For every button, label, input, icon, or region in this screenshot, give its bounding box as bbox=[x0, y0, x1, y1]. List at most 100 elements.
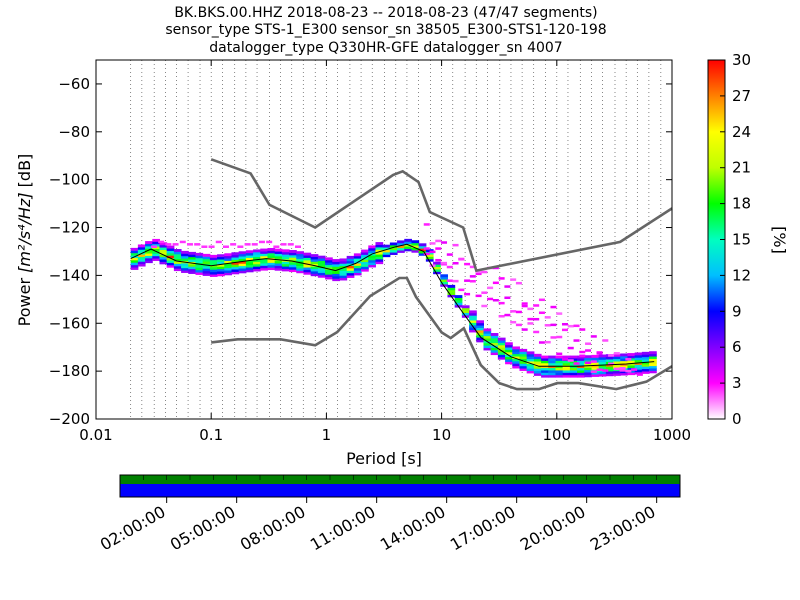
noise-model-high bbox=[210, 158, 673, 273]
pdf-cell bbox=[130, 264, 139, 268]
pdf-cell bbox=[130, 262, 139, 266]
pdf-cell bbox=[188, 266, 196, 270]
pdf-cell bbox=[397, 247, 405, 251]
y-tick-label: −160 bbox=[49, 314, 90, 332]
pdf-cell bbox=[435, 258, 442, 262]
pdf-cell bbox=[541, 369, 549, 373]
pdf-cell bbox=[505, 342, 513, 346]
pdf-cell bbox=[181, 270, 189, 273]
pdf-cell bbox=[253, 261, 261, 265]
pdf-cell bbox=[339, 258, 348, 262]
pdf-cell bbox=[195, 255, 204, 259]
pdf-cell bbox=[325, 264, 333, 268]
colorbar-label: [%] bbox=[770, 226, 789, 254]
pdf-cell bbox=[591, 357, 600, 361]
pdf-cell bbox=[497, 340, 506, 343]
pdf-cell bbox=[258, 240, 265, 244]
pdf-cell bbox=[505, 361, 513, 365]
pdf-cell bbox=[296, 270, 304, 274]
pdf-cell bbox=[548, 369, 556, 373]
pdf-cell bbox=[130, 257, 139, 261]
pdf-cell bbox=[556, 312, 563, 315]
pdf-cell bbox=[231, 261, 240, 265]
pdf-cell bbox=[634, 359, 643, 363]
pdf-cell bbox=[137, 244, 146, 248]
pdf-cell bbox=[515, 323, 522, 327]
pdf-cell bbox=[303, 259, 312, 263]
pdf-cell bbox=[476, 332, 484, 336]
pdf-cell bbox=[526, 363, 535, 367]
pdf-cell bbox=[476, 327, 484, 331]
pdf-cell bbox=[469, 329, 477, 333]
pdf-cell bbox=[573, 339, 580, 342]
pdf-cell bbox=[527, 317, 534, 321]
pdf-cell bbox=[533, 317, 540, 321]
pdf-cell bbox=[231, 257, 240, 260]
pdf-cell bbox=[274, 255, 283, 259]
pdf-cell bbox=[294, 245, 301, 248]
pdf-cell bbox=[253, 254, 261, 258]
pdf-cell bbox=[452, 262, 459, 265]
pdf-cell bbox=[317, 270, 326, 273]
pdf-cell bbox=[596, 368, 603, 372]
pdf-cell bbox=[267, 262, 276, 266]
pdf-cell bbox=[202, 270, 211, 274]
pdf-cell bbox=[519, 353, 528, 357]
pdf-cell bbox=[404, 238, 412, 242]
pdf-cell bbox=[159, 261, 168, 265]
pdf-cell bbox=[504, 313, 511, 317]
pdf-cell bbox=[418, 248, 427, 251]
pdf-cell bbox=[145, 250, 153, 254]
pdf-cell bbox=[497, 351, 506, 355]
pdf-cell bbox=[287, 243, 294, 246]
pdf-cell bbox=[145, 253, 153, 256]
pdf-cell bbox=[289, 264, 297, 268]
pdf-cell bbox=[505, 349, 513, 353]
pdf-cell bbox=[145, 255, 153, 259]
pdf-cell bbox=[339, 277, 348, 281]
pdf-cell bbox=[130, 259, 139, 263]
pdf-cell bbox=[317, 267, 326, 271]
y-tick-label: −120 bbox=[49, 219, 90, 237]
pdf-cell bbox=[353, 267, 362, 271]
pdf-cell bbox=[245, 255, 254, 258]
pdf-cell bbox=[469, 322, 477, 326]
pdf-cell bbox=[253, 263, 261, 267]
pdf-cell bbox=[634, 357, 643, 361]
pdf-cell bbox=[548, 372, 556, 376]
pdf-cell bbox=[649, 351, 657, 355]
pdf-cell bbox=[230, 243, 237, 246]
pdf-cell bbox=[181, 253, 189, 257]
pdf-cell bbox=[209, 271, 218, 275]
pdf-cell bbox=[202, 268, 211, 272]
pdf-cell bbox=[585, 349, 592, 352]
pdf-cell bbox=[490, 349, 499, 353]
pdf-cell bbox=[492, 281, 499, 285]
pdf-cell bbox=[613, 361, 621, 364]
pdf-cell bbox=[281, 249, 290, 253]
pdf-cell bbox=[382, 247, 391, 250]
pdf-cell bbox=[411, 245, 420, 248]
pdf-cell bbox=[561, 328, 568, 332]
pdf-cell bbox=[224, 272, 232, 276]
pdf-cell bbox=[533, 370, 542, 374]
pdf-cell bbox=[464, 279, 471, 282]
pdf-cell bbox=[526, 368, 535, 372]
pdf-cell bbox=[310, 258, 319, 262]
pdf-cell bbox=[375, 249, 384, 253]
pdf-cell bbox=[469, 310, 477, 314]
pdf-cell bbox=[562, 355, 571, 359]
pdf-cell bbox=[548, 374, 556, 378]
pdf-cell bbox=[584, 374, 592, 378]
pdf-cell bbox=[483, 337, 492, 341]
timeline-bottom-bar bbox=[120, 484, 680, 497]
pdf-cell bbox=[368, 247, 376, 251]
pdf-cell bbox=[281, 261, 290, 265]
y-tick-label: −140 bbox=[49, 266, 90, 284]
pdf-cell bbox=[577, 372, 585, 376]
pdf-cell bbox=[253, 258, 261, 262]
pdf-cell bbox=[620, 372, 628, 376]
pdf-cell bbox=[418, 250, 427, 254]
pdf-cell bbox=[361, 251, 369, 255]
